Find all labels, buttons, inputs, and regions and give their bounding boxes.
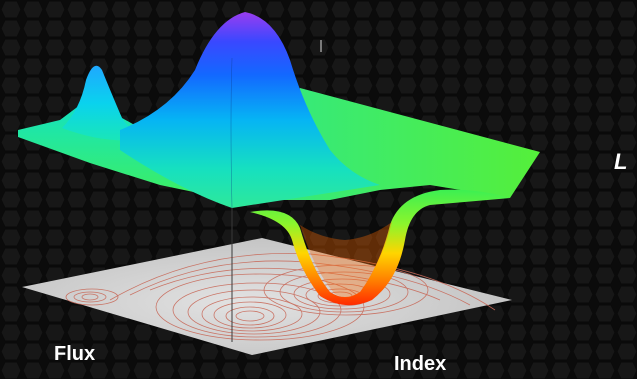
z-axis-label: L	[614, 149, 628, 174]
surface	[18, 12, 540, 306]
x-axis-label: Flux	[54, 343, 96, 365]
contour-floor	[22, 238, 512, 355]
contour-lines	[65, 253, 496, 341]
surface-main-peak	[120, 12, 380, 208]
surface-small-peak	[62, 65, 150, 141]
y-axis-label: Index	[394, 353, 447, 375]
surface-trough	[250, 189, 510, 306]
